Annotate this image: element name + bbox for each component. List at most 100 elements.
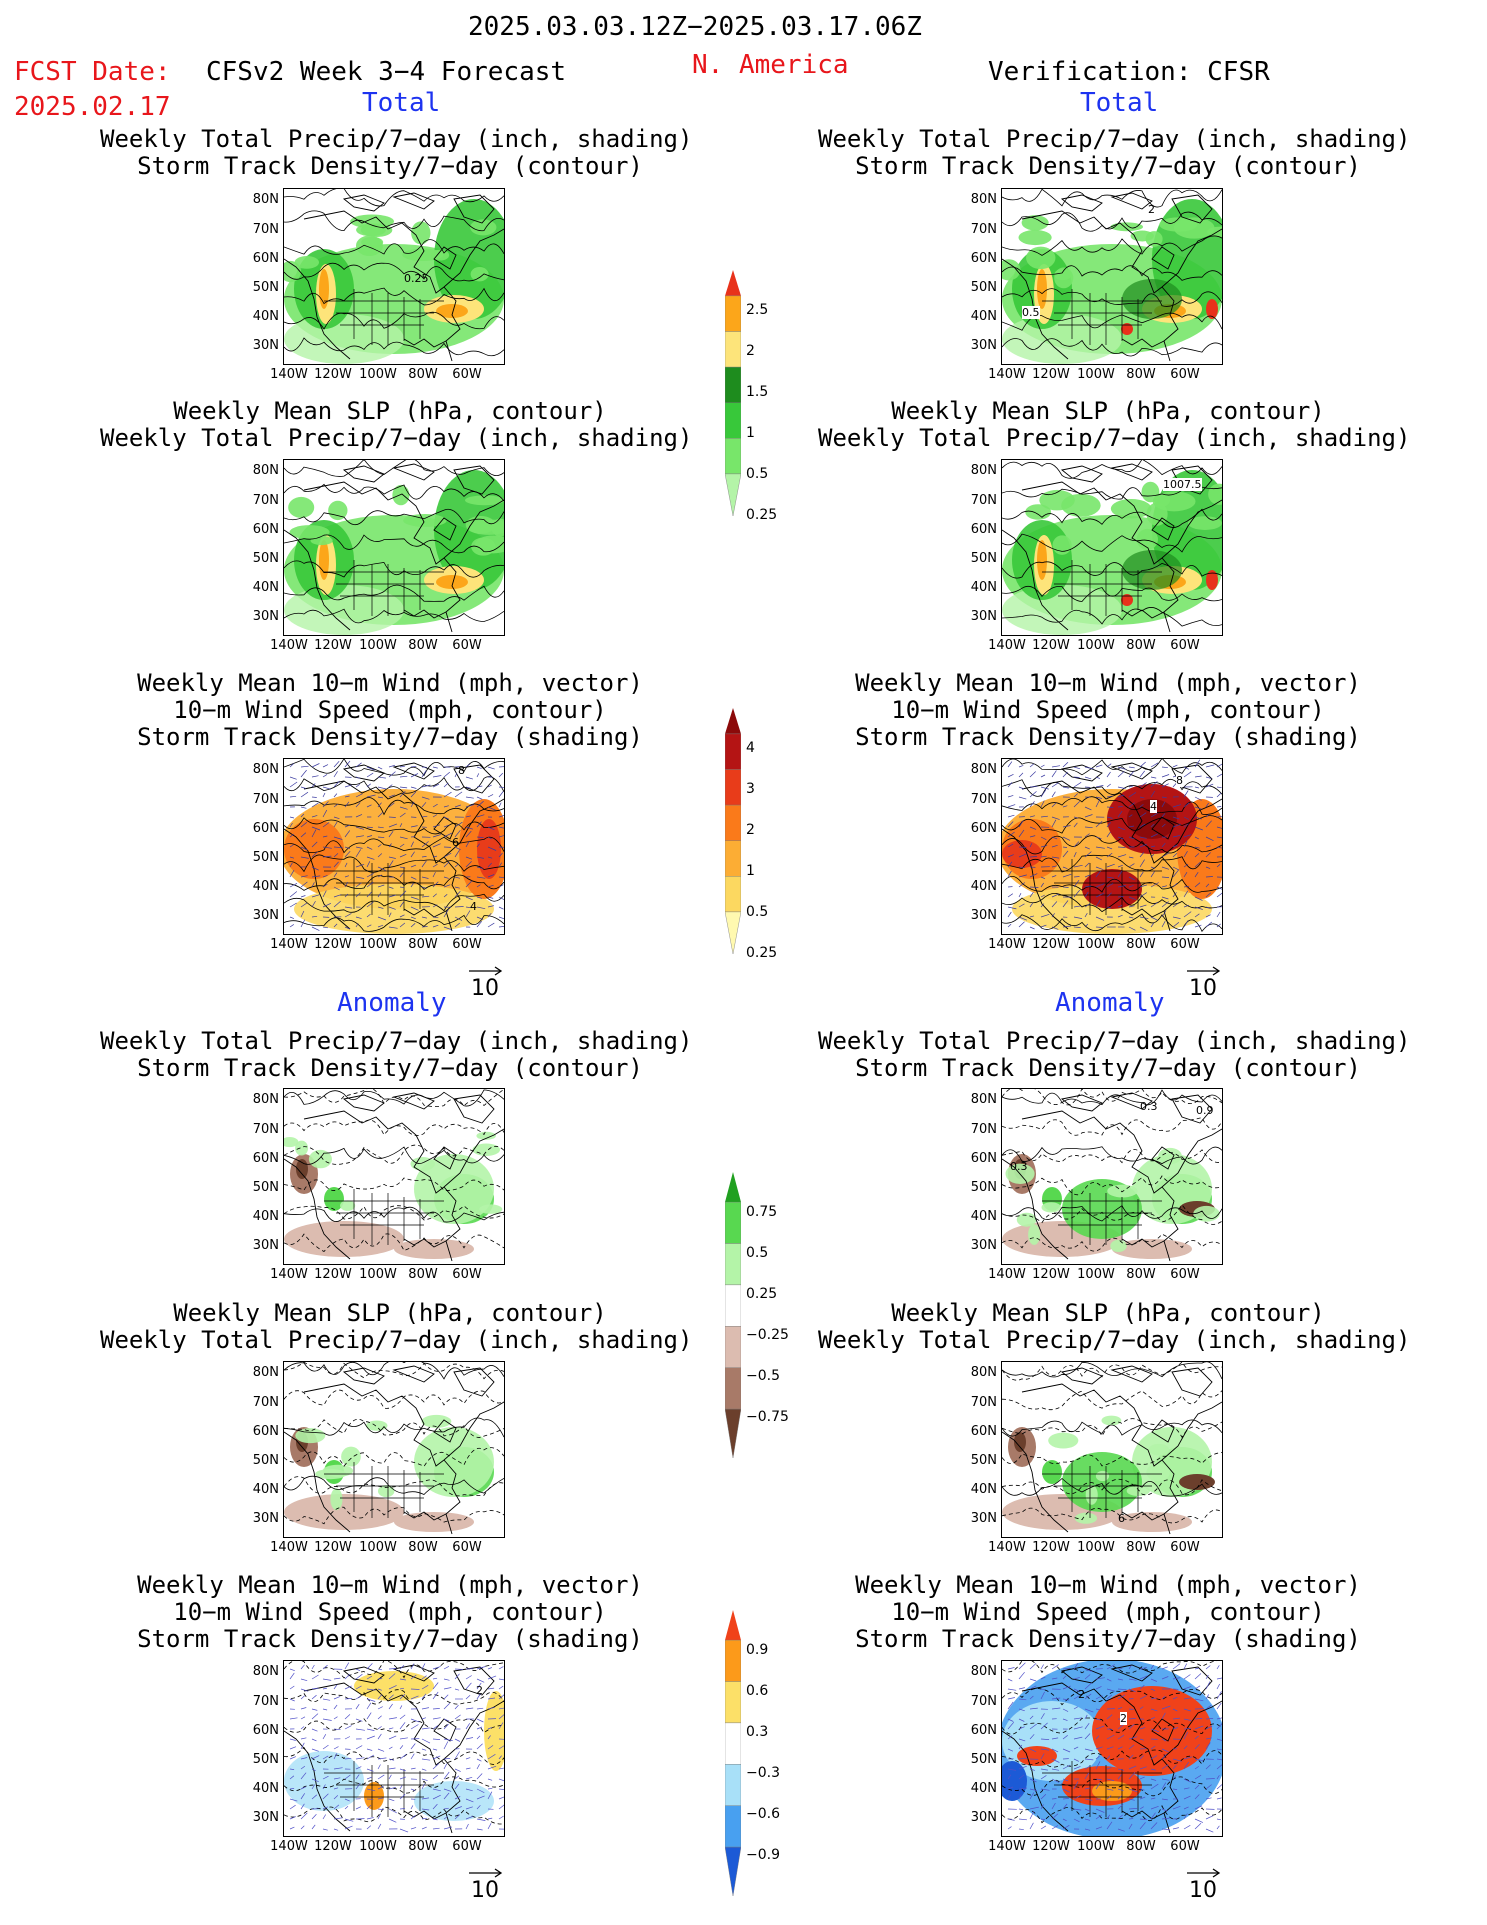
- map-slp-anom-forecast: [283, 1361, 505, 1538]
- lon-tick-label: 60W: [1170, 367, 1200, 382]
- lat-tick-label: 60N: [252, 1151, 279, 1166]
- map-slp-precip-forecast: [283, 459, 505, 636]
- lat-tick-label: 30N: [970, 338, 997, 353]
- lat-tick-label: 80N: [252, 463, 279, 478]
- lat-tick-label: 50N: [970, 280, 997, 295]
- colorbar-label: 0.6: [746, 1683, 769, 1699]
- panel-title: Weekly Mean 10−m Wind (mph, vector) 10−m…: [137, 669, 643, 751]
- lon-tick-label: 120W: [1032, 1540, 1070, 1555]
- lon-tick-label: 60W: [452, 1540, 482, 1555]
- panel-title: Weekly Mean 10−m Wind (mph, vector) 10−m…: [855, 1571, 1361, 1653]
- lat-tick-label: 80N: [252, 1365, 279, 1380]
- panel-title: Weekly Total Precip/7−day (inch, shading…: [818, 125, 1411, 180]
- colorbar-label: −0.6: [746, 1806, 780, 1822]
- section-anomaly-right: Anomaly: [1055, 988, 1165, 1018]
- lon-tick-label: 100W: [1077, 1267, 1115, 1282]
- lon-tick-label: 120W: [314, 1267, 352, 1282]
- lat-tick-label: 60N: [252, 522, 279, 537]
- lat-tick-label: 70N: [970, 1395, 997, 1410]
- lat-tick-label: 70N: [252, 222, 279, 237]
- contour-label: 2: [1078, 1688, 1085, 1701]
- colorbar-label: 0.75: [746, 1204, 778, 1220]
- colorbar-label: 2: [746, 822, 755, 838]
- colorbar-swatches: [724, 1610, 742, 1897]
- contour-label: 2: [476, 1684, 483, 1697]
- colorbar-precip-anomaly: [724, 1172, 742, 1459]
- contour-label: 4: [470, 900, 477, 913]
- lat-tick-label: 60N: [970, 821, 997, 836]
- map-precip-storm-verification: [1001, 188, 1223, 365]
- lat-tick-label: 70N: [970, 1694, 997, 1709]
- lon-tick-label: 100W: [359, 1540, 397, 1555]
- map-plot: [1002, 1661, 1222, 1836]
- section-anomaly-left: Anomaly: [337, 988, 447, 1018]
- lon-tick-label: 120W: [1032, 1839, 1070, 1854]
- lat-tick-label: 60N: [252, 1424, 279, 1439]
- lat-tick-label: 50N: [252, 280, 279, 295]
- lat-tick-label: 80N: [970, 192, 997, 207]
- lon-tick-label: 80W: [408, 1267, 438, 1282]
- colorbar-label: −0.75: [746, 1409, 789, 1425]
- lon-tick-label: 140W: [270, 937, 308, 952]
- lon-tick-label: 80W: [1126, 1267, 1156, 1282]
- lat-tick-label: 80N: [252, 762, 279, 777]
- lon-tick-label: 140W: [988, 1267, 1026, 1282]
- colorbar-label: 4: [746, 740, 755, 756]
- lat-tick-label: 40N: [970, 1482, 997, 1497]
- lat-tick-label: 40N: [252, 879, 279, 894]
- vector-reference: 10: [471, 976, 499, 1001]
- colorbar-precip-total: [724, 270, 742, 517]
- lon-tick-label: 140W: [270, 1839, 308, 1854]
- colorbar-label: 0.25: [746, 507, 778, 523]
- lat-tick-label: 80N: [970, 762, 997, 777]
- colorbar-label: 2.5: [746, 302, 769, 318]
- lon-tick-label: 60W: [1170, 1267, 1200, 1282]
- lat-tick-label: 30N: [252, 338, 279, 353]
- lon-tick-label: 60W: [1170, 638, 1200, 653]
- lon-tick-label: 60W: [452, 367, 482, 382]
- lat-tick-label: 40N: [970, 1209, 997, 1224]
- panel-title: Weekly Total Precip/7−day (inch, shading…: [100, 1027, 693, 1082]
- map-plot: [284, 1661, 504, 1834]
- lon-tick-label: 140W: [270, 638, 308, 653]
- lat-tick-label: 40N: [970, 309, 997, 324]
- contour-label: 4: [1150, 800, 1157, 813]
- lat-tick-label: 30N: [252, 609, 279, 624]
- map-wind-storm-forecast: [283, 758, 505, 935]
- section-total-left: Total: [362, 88, 441, 118]
- contour-label: 2: [1148, 203, 1155, 216]
- lon-tick-label: 60W: [452, 1839, 482, 1854]
- lat-tick-label: 50N: [970, 1180, 997, 1195]
- contour-label: 8: [1176, 774, 1183, 787]
- vector-reference-arrow: [1187, 1868, 1221, 1878]
- lon-tick-label: 120W: [1032, 1267, 1070, 1282]
- lat-tick-label: 30N: [970, 1810, 997, 1825]
- map-plot: [1002, 1362, 1222, 1535]
- panel-title: Weekly Total Precip/7−day (inch, shading…: [100, 125, 693, 180]
- lat-tick-label: 30N: [970, 609, 997, 624]
- map-plot: [284, 1089, 504, 1262]
- vector-reference: 10: [1189, 1878, 1217, 1903]
- lat-tick-label: 50N: [252, 1180, 279, 1195]
- lon-tick-label: 140W: [988, 367, 1026, 382]
- lat-tick-label: 60N: [252, 1723, 279, 1738]
- lat-tick-label: 60N: [252, 821, 279, 836]
- contour-label: 2: [1120, 1712, 1127, 1725]
- map-plot: [1002, 1089, 1222, 1262]
- vector-reference: 10: [471, 1878, 499, 1903]
- lon-tick-label: 140W: [988, 937, 1026, 952]
- lat-tick-label: 50N: [252, 1453, 279, 1468]
- colorbar-label: 0.25: [746, 1286, 778, 1302]
- lat-tick-label: 40N: [970, 1781, 997, 1796]
- lat-tick-label: 70N: [252, 792, 279, 807]
- colorbar-label: 0.5: [746, 904, 769, 920]
- lon-tick-label: 100W: [359, 1839, 397, 1854]
- lat-tick-label: 50N: [970, 1453, 997, 1468]
- lat-tick-label: 60N: [252, 251, 279, 266]
- contour-label: 0.5: [1022, 306, 1040, 319]
- lon-tick-label: 80W: [1126, 367, 1156, 382]
- map-plot: [1002, 460, 1222, 635]
- model-title: CFSv2 Week 3−4 Forecast: [206, 57, 567, 87]
- contour-label: 6: [1118, 1512, 1125, 1525]
- map-plot: [284, 460, 504, 635]
